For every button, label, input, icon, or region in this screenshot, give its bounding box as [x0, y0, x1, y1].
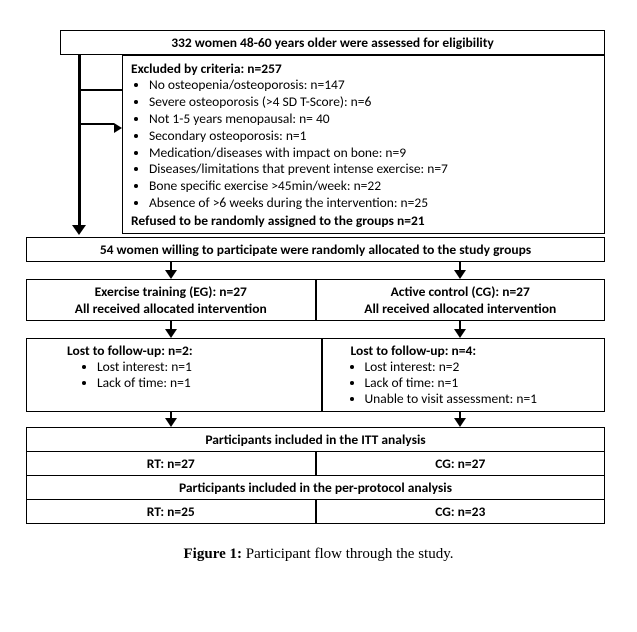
arrow-branch-col [22, 55, 122, 234]
caption-text: Participant flow through the study. [242, 546, 454, 562]
vline-main [78, 55, 81, 225]
cg-lost-item: Lost interest: n=2 [365, 359, 597, 375]
itt-title-box: Participants included in the ITT analysi… [26, 427, 605, 452]
excluded-list: No osteopenia/osteoporosis: n=147 Severe… [131, 77, 596, 212]
hbranch-bot [78, 123, 114, 125]
pp-values: RT: n=25 CG: n=23 [26, 500, 605, 524]
arrow-eg2 [26, 321, 316, 338]
arrow-cg3 [316, 412, 606, 427]
arms-row: Exercise training (EG): n=27 All receive… [26, 279, 605, 321]
excluded-item: Absence of >6 weeks during the intervent… [149, 195, 596, 212]
pp-rt: RT: n=25 [26, 500, 316, 524]
excluded-item: Bone specific exercise >45min/week: n=22 [149, 178, 596, 195]
cg-lost-list: Lost interest: n=2 Lack of time: n=1 Una… [351, 359, 597, 408]
arrowhead-main [72, 225, 86, 235]
eg-title-l2: All received allocated intervention [33, 300, 309, 317]
hbranch-top [78, 89, 122, 91]
cg-lost-title: Lost to follow-up: n=4: [351, 342, 597, 359]
allocated-text: 54 women willing to participate were ran… [100, 241, 531, 258]
excluded-box: Excluded by criteria: n=257 No osteopeni… [122, 55, 605, 234]
pp-title-box: Participants included in the per-protoco… [26, 476, 605, 500]
arrow-eg [26, 262, 316, 279]
cg-lost-item: Lack of time: n=1 [365, 375, 597, 391]
excluded-item: Secondary osteoporosis: n=1 [149, 128, 596, 145]
cg-title-l2: All received allocated intervention [323, 300, 599, 317]
caption-label: Figure 1: [184, 546, 242, 562]
eg-lost-item: Lost interest: n=1 [97, 359, 313, 375]
itt-cg: CG: n=27 [316, 452, 606, 476]
excluded-item: Not 1-5 years menopausal: n= 40 [149, 111, 596, 128]
excluded-item: No osteopenia/osteoporosis: n=147 [149, 77, 596, 94]
excluded-item: Medication/diseases with impact on bone:… [149, 145, 596, 162]
refused-text: Refused to be randomly assigned to the g… [131, 212, 596, 229]
hbranch-head [114, 118, 122, 135]
itt-rt: RT: n=27 [26, 452, 316, 476]
eg-lost-title: Lost to follow-up: n=2: [67, 342, 313, 359]
arrow-cg2 [316, 321, 606, 338]
arrows-to-analysis [26, 412, 605, 427]
excluded-item: Diseases/limitations that prevent intens… [149, 161, 596, 178]
eg-lost-list: Lost interest: n=1 Lack of time: n=1 [67, 359, 313, 391]
allocated-box: 54 women willing to participate were ran… [26, 237, 605, 262]
itt-values: RT: n=27 CG: n=27 [26, 452, 605, 476]
cg-lost-box: Lost to follow-up: n=4: Lost interest: n… [322, 338, 606, 412]
itt-title: Participants included in the ITT analysi… [205, 431, 425, 448]
eligibility-box: 332 women 48-60 years older were assesse… [60, 30, 605, 55]
eg-lost-item: Lack of time: n=1 [97, 375, 313, 391]
arrow-eg3 [26, 412, 316, 427]
row-excluded: Excluded by criteria: n=257 No osteopeni… [22, 55, 615, 234]
pp-cg: CG: n=23 [316, 500, 606, 524]
arrows-to-arms [26, 262, 605, 279]
eligibility-text: 332 women 48-60 years older were assesse… [171, 34, 494, 51]
excluded-title: Excluded by criteria: n=257 [131, 60, 596, 77]
cg-lost-item: Unable to visit assessment: n=1 [365, 391, 597, 407]
excluded-item: Severe osteoporosis (>4 SD T-Score): n=6 [149, 94, 596, 111]
eg-title-l1: Exercise training (EG): n=27 [33, 283, 309, 300]
cg-title-box: Active control (CG): n=27 All received a… [316, 279, 606, 321]
lost-row: Lost to follow-up: n=2: Lost interest: n… [26, 338, 605, 412]
arrow-cg [316, 262, 606, 279]
eg-lost-box: Lost to follow-up: n=2: Lost interest: n… [26, 338, 322, 412]
eg-title-box: Exercise training (EG): n=27 All receive… [26, 279, 316, 321]
arrows-to-lost [26, 321, 605, 338]
pp-title: Participants included in the per-protoco… [179, 479, 452, 496]
cg-title-l1: Active control (CG): n=27 [323, 283, 599, 300]
figure-caption: Figure 1: Participant flow through the s… [22, 546, 615, 563]
